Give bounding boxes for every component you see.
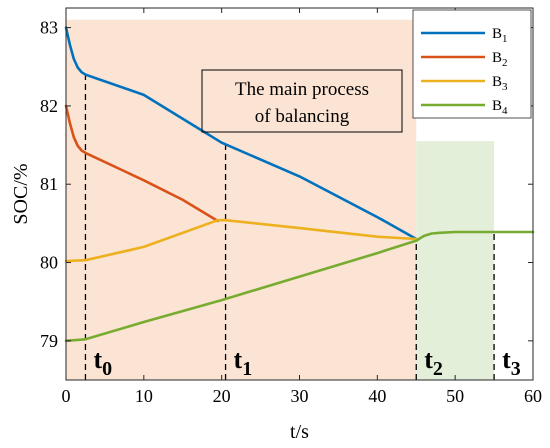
legend-label-subscript: 1 xyxy=(502,33,508,45)
legend-label-b2: B2 xyxy=(492,50,508,69)
x-tick-label: 60 xyxy=(524,386,542,406)
legend-label-b3: B3 xyxy=(492,74,508,93)
legend-label-b4: B4 xyxy=(492,98,508,117)
legend-frame xyxy=(412,9,532,119)
legend-label-subscript: 2 xyxy=(502,57,508,69)
annotation-line-0: The main process xyxy=(235,79,369,100)
series-line-b2 xyxy=(64,104,220,223)
legend-label-base: B xyxy=(492,98,502,114)
y-tick-label: 82 xyxy=(40,96,58,116)
x-tick-label: 20 xyxy=(213,386,231,406)
legend-label-subscript: 4 xyxy=(502,105,508,117)
series-line-b1 xyxy=(64,26,418,241)
y-tick-label: 83 xyxy=(40,18,58,38)
x-tick-label: 30 xyxy=(291,386,309,406)
phase-label-base: t xyxy=(234,345,243,374)
phase-label-subscript: 0 xyxy=(102,358,112,380)
shaded-region-0 xyxy=(66,19,417,380)
phase-label-3: t3 xyxy=(502,345,521,380)
y-tick-label: 79 xyxy=(40,331,58,351)
phase-label-base: t xyxy=(424,345,433,374)
x-tick-label: 0 xyxy=(62,386,71,406)
x-tick-label: 10 xyxy=(135,386,153,406)
annotation-frame xyxy=(201,69,403,133)
phase-label-2: t2 xyxy=(424,345,443,380)
x-tick-label: 50 xyxy=(446,386,464,406)
legend-label-base: B xyxy=(492,50,502,66)
series-lines xyxy=(64,26,535,343)
y-axis-label: SOC/% xyxy=(10,163,32,224)
phase-label-0: t0 xyxy=(93,345,112,380)
legend-label-subscript: 3 xyxy=(502,81,508,93)
x-axis-label: t/s xyxy=(290,421,309,443)
phase-label-1: t1 xyxy=(234,345,253,380)
annotation-box: The main process of balancing xyxy=(201,69,403,133)
phase-label-subscript: 1 xyxy=(242,358,252,380)
legend-label-base: B xyxy=(492,74,502,90)
phase-label-base: t xyxy=(93,345,102,374)
x-tick-label: 40 xyxy=(368,386,386,406)
y-tick-label: 80 xyxy=(40,253,58,273)
series-line-b3 xyxy=(64,218,418,263)
legend-label-b1: B1 xyxy=(492,26,508,45)
phase-markers: t0 t1 t2 t3 xyxy=(84,74,521,380)
annotation-line-1: of balancing xyxy=(255,106,350,127)
shaded-regions xyxy=(66,19,495,380)
legend-label-base: B xyxy=(492,26,502,42)
shaded-region-1 xyxy=(416,141,495,380)
phase-label-subscript: 2 xyxy=(433,358,443,380)
phase-label-subscript: 3 xyxy=(511,358,521,380)
series-line-b4 xyxy=(64,230,535,343)
axis-labels: t/s SOC/% xyxy=(10,163,309,443)
y-tick-label: 81 xyxy=(40,174,58,194)
phase-label-base: t xyxy=(502,345,511,374)
